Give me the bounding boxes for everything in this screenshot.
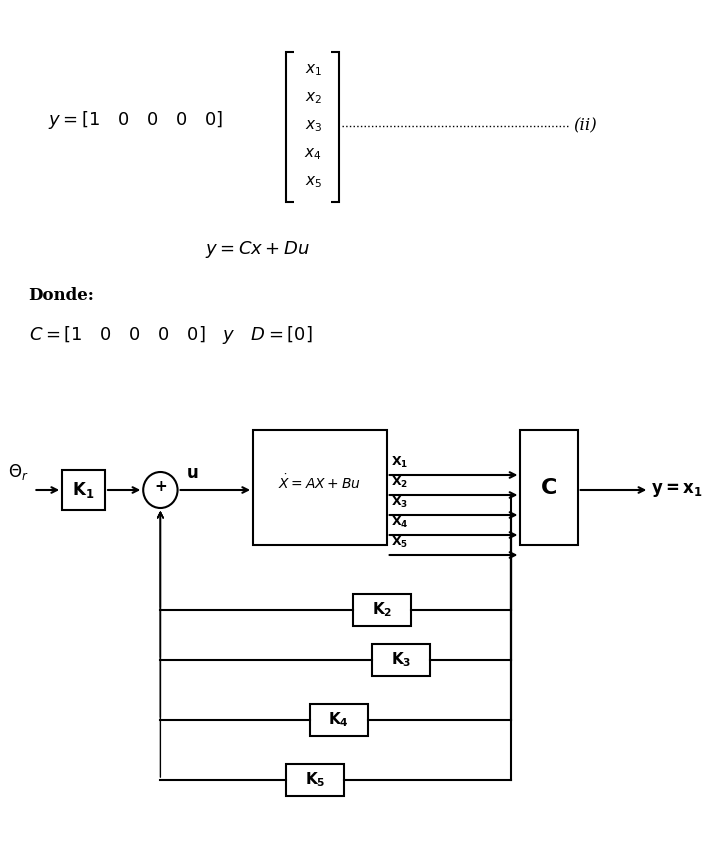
Bar	[253, 430, 387, 545]
Circle shape	[144, 472, 177, 508]
Text: $x_5$: $x_5$	[305, 174, 322, 190]
Text: $\mathbf{y = x_1}$: $\mathbf{y = x_1}$	[651, 481, 703, 499]
Text: $C = \left[1 \quad 0 \quad 0 \quad 0 \quad 0\right] \quad y \quad D = \left[0\ri: $C = \left[1 \quad 0 \quad 0 \quad 0 \qu…	[29, 324, 312, 346]
Text: $\mathbf{X_4}$: $\mathbf{X_4}$	[392, 515, 409, 530]
Text: $\mathbf{K_5}$: $\mathbf{K_5}$	[305, 771, 325, 790]
Bar	[520, 430, 578, 545]
Text: $\mathbf{X_2}$: $\mathbf{X_2}$	[392, 475, 409, 490]
Text: $\mathbf{K_1}$: $\mathbf{K_1}$	[72, 480, 95, 500]
Text: (ii): (ii)	[573, 117, 597, 135]
Text: $x_1$: $x_1$	[305, 62, 322, 78]
Bar	[286, 764, 344, 796]
Text: $\mathbf{K_4}$: $\mathbf{K_4}$	[329, 710, 349, 729]
Text: Donde:: Donde:	[29, 287, 95, 304]
Text: $\mathbf{X_1}$: $\mathbf{X_1}$	[392, 455, 409, 470]
Text: $\mathbf{X_3}$: $\mathbf{X_3}$	[392, 494, 409, 510]
Text: $\mathbf{K_2}$: $\mathbf{K_2}$	[372, 601, 392, 620]
Text: $x_4$: $x_4$	[305, 146, 322, 162]
Text: $\mathbf{K_3}$: $\mathbf{K_3}$	[391, 651, 411, 670]
Bar	[310, 704, 368, 736]
Text: $x_3$: $x_3$	[305, 118, 322, 134]
Text: $\Theta_r$: $\Theta_r$	[8, 462, 29, 482]
Text: $x_2$: $x_2$	[305, 90, 322, 106]
Text: $\mathbf{X_5}$: $\mathbf{X_5}$	[392, 535, 409, 550]
Text: $y = \left[1 \quad 0 \quad 0 \quad 0 \quad 0\right]$: $y = \left[1 \quad 0 \quad 0 \quad 0 \qu…	[48, 109, 223, 131]
Bar	[373, 644, 430, 676]
Bar	[62, 470, 105, 510]
Text: $\dot{X} = AX + Bu$: $\dot{X} = AX + Bu$	[279, 473, 361, 492]
Bar	[354, 594, 411, 626]
Text: $\mathbf{u}$: $\mathbf{u}$	[186, 465, 198, 482]
Text: +: +	[154, 478, 167, 494]
Text: $y = Cx + Du$: $y = Cx + Du$	[205, 240, 310, 261]
Text: $\mathbf{C}$: $\mathbf{C}$	[540, 476, 557, 499]
